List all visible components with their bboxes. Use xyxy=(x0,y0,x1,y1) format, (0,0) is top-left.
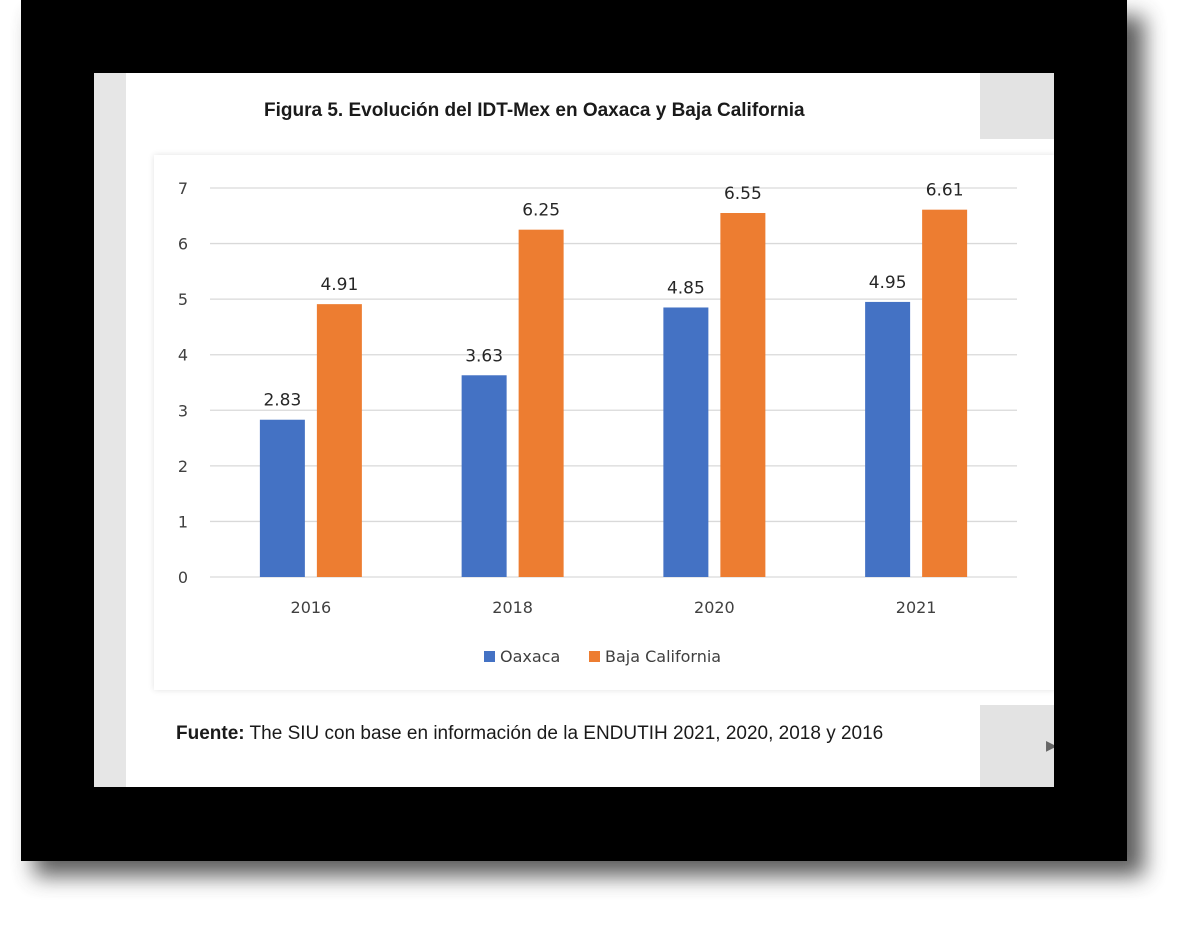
legend-label: Baja California xyxy=(605,647,721,666)
x-tick-label: 2016 xyxy=(291,598,332,617)
right-panel-bottom xyxy=(980,705,1054,787)
y-tick-label: 6 xyxy=(178,235,188,254)
data-label: 4.95 xyxy=(869,273,907,293)
x-tick-label: 2021 xyxy=(896,598,937,617)
source-text: The SIU con base en información de la EN… xyxy=(244,723,884,744)
data-label: 4.91 xyxy=(320,275,358,295)
data-label: 6.61 xyxy=(926,181,964,201)
figure-title: Figura 5. Evolución del IDT-Mex en Oaxac… xyxy=(264,100,805,121)
data-label: 6.55 xyxy=(724,184,762,204)
legend-label: Oaxaca xyxy=(500,647,560,666)
source-label: Fuente: xyxy=(176,723,245,744)
bar xyxy=(259,419,305,577)
document-page: ▶ Figura 5. Evolución del IDT-Mex en Oax… xyxy=(94,73,1054,787)
y-tick-label: 3 xyxy=(178,401,188,420)
source-note: Fuente: The SIU con base en información … xyxy=(176,723,883,745)
legend-swatch xyxy=(589,651,600,662)
play-arrow-icon[interactable]: ▶ xyxy=(1046,738,1054,754)
left-margin-strip xyxy=(94,73,126,787)
bar xyxy=(316,304,362,577)
y-tick-label: 0 xyxy=(178,568,188,587)
y-tick-label: 5 xyxy=(178,290,188,309)
y-tick-label: 7 xyxy=(178,179,188,198)
x-tick-label: 2020 xyxy=(694,598,735,617)
x-tick-label: 2018 xyxy=(492,598,533,617)
bar-chart: 0 1 2 3 4 5 6 7 2.83 4.91 2016 3.63 6.25 2018 4.85 6.55… xyxy=(178,179,1017,666)
data-label: 2.83 xyxy=(263,391,301,411)
legend-swatch xyxy=(484,651,495,662)
bar xyxy=(663,307,709,577)
bar xyxy=(865,301,911,577)
bar xyxy=(922,209,968,577)
right-panel-top xyxy=(980,73,1054,139)
y-tick-label: 2 xyxy=(178,457,188,476)
bar xyxy=(461,375,507,577)
data-label: 3.63 xyxy=(465,346,503,366)
chart-card: 0 1 2 3 4 5 6 7 2.83 4.91 2016 3.63 6.25 2018 4.85 6.55… xyxy=(154,155,1054,690)
data-label: 6.25 xyxy=(522,201,560,221)
y-tick-label: 1 xyxy=(178,512,188,531)
bar xyxy=(518,229,564,577)
data-label: 4.85 xyxy=(667,278,705,298)
bar xyxy=(720,213,766,577)
y-tick-label: 4 xyxy=(178,346,188,365)
